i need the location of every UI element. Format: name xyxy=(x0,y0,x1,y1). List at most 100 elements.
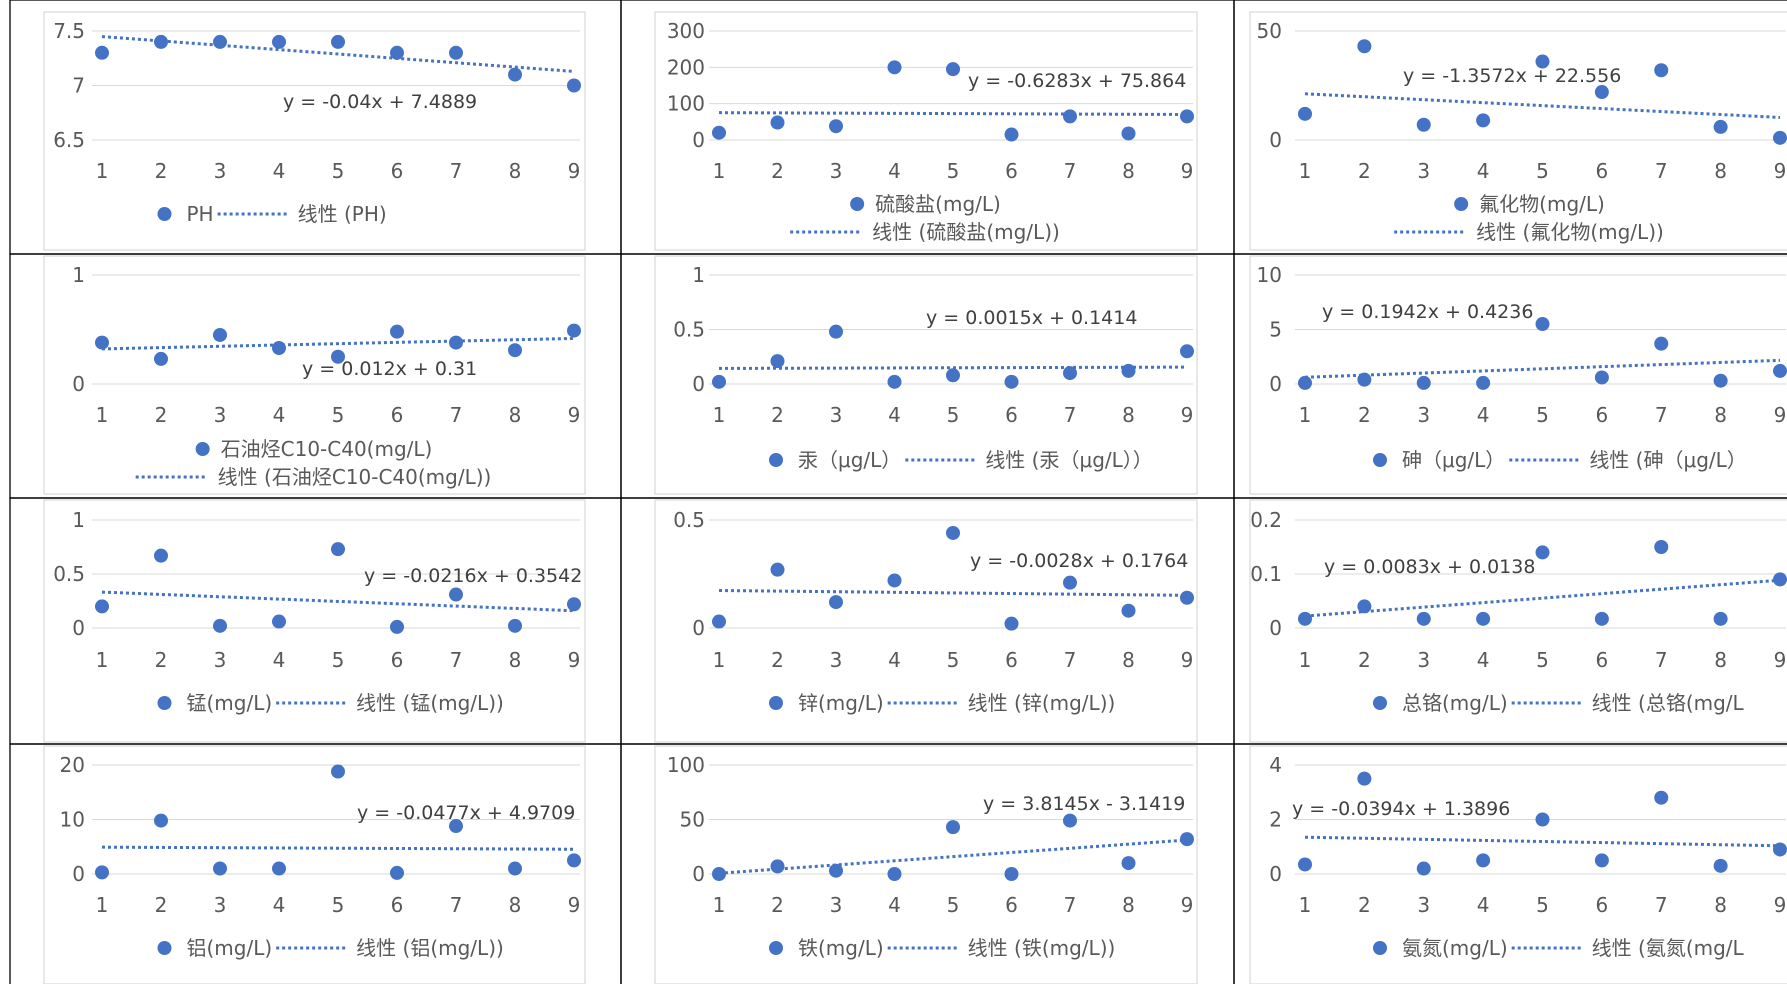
y-tick-label: 100 xyxy=(667,92,705,116)
x-tick-label: 1 xyxy=(713,648,726,672)
x-tick-label: 1 xyxy=(96,403,109,427)
x-tick-label: 3 xyxy=(830,648,843,672)
chart-5: 0 0.5 1 1 2 3 4 5 6 7 8 9 y = 0.0015x + 0.1414 汞（μg/L… xyxy=(654,255,1198,495)
data-point xyxy=(449,335,463,350)
x-tick-label: 8 xyxy=(509,893,522,917)
legend-trend-label: 线性 (PH) xyxy=(298,202,387,226)
legend-series-label: 砷（μg/L） xyxy=(1402,448,1505,472)
legend-marker-icon xyxy=(157,941,172,955)
x-tick-label: 9 xyxy=(1181,403,1194,427)
data-point xyxy=(331,542,345,557)
x-tick-label: 4 xyxy=(888,893,901,917)
x-tick-label: 6 xyxy=(1005,648,1018,672)
chart-6: 0 5 10 1 2 3 4 5 6 7 8 9 y = 0.1942x + 0.4236 砷（μg/L）… xyxy=(1249,255,1787,495)
x-tick-label: 6 xyxy=(391,403,404,427)
data-point xyxy=(887,60,902,75)
x-tick-label: 8 xyxy=(1714,403,1727,427)
x-tick-label: 3 xyxy=(1417,159,1430,183)
x-tick-label: 9 xyxy=(1774,403,1787,427)
data-point xyxy=(508,618,522,633)
data-point xyxy=(1654,790,1669,805)
data-point xyxy=(712,374,726,389)
x-tick-label: 9 xyxy=(568,648,581,672)
y-tick-label: 0.5 xyxy=(673,508,705,532)
legend-series-label: PH xyxy=(187,202,214,226)
data-point xyxy=(1476,611,1491,626)
trendline-equation: y = 0.012x + 0.31 xyxy=(302,358,477,380)
legend-series-label: 石油烃C10-C40(mg/L) xyxy=(221,437,433,461)
x-tick-label: 6 xyxy=(1596,159,1609,183)
trendline xyxy=(718,838,1188,875)
x-tick-label: 6 xyxy=(391,648,404,672)
x-tick-label: 3 xyxy=(214,893,227,917)
data-point xyxy=(95,599,109,614)
y-tick-label: 2 xyxy=(1269,808,1282,832)
chart-10: 0 10 20 1 2 3 4 5 6 7 8 9 y = -0.0477x + 4.9709 铝(mg/… xyxy=(43,745,586,984)
y-tick-label: 0 xyxy=(72,372,85,396)
data-point xyxy=(331,34,345,49)
x-tick-label: 9 xyxy=(1181,893,1194,917)
x-tick-label: 1 xyxy=(713,893,726,917)
data-point xyxy=(1535,812,1550,827)
trendline xyxy=(101,336,575,351)
data-point xyxy=(1004,127,1019,142)
data-point xyxy=(154,813,168,828)
trendline-equation: y = 0.1942x + 0.4236 xyxy=(1322,301,1533,323)
x-tick-label: 8 xyxy=(1122,403,1135,427)
data-point xyxy=(1416,611,1431,626)
x-tick-label: 8 xyxy=(1714,893,1727,917)
data-point xyxy=(770,354,785,369)
data-point xyxy=(1594,85,1609,100)
x-tick-label: 7 xyxy=(1064,648,1077,672)
chart-2: 0 100 200 300 1 2 3 4 5 6 7 8 9 y = -0.6283x + 75.864… xyxy=(654,11,1198,251)
legend-marker-icon xyxy=(1373,453,1387,467)
x-tick-label: 5 xyxy=(1536,403,1549,427)
data-point xyxy=(1121,856,1136,871)
legend-marker-icon xyxy=(1373,941,1387,955)
data-point xyxy=(154,34,168,49)
x-tick-label: 7 xyxy=(1064,403,1077,427)
x-tick-label: 1 xyxy=(1299,159,1312,183)
data-point xyxy=(1476,853,1491,868)
x-tick-label: 1 xyxy=(1299,403,1312,427)
data-point xyxy=(272,341,286,356)
legend-trend-label: 线性 (汞（μg/L）） xyxy=(985,448,1152,472)
y-tick-label: 50 xyxy=(680,808,705,832)
x-tick-label: 9 xyxy=(1774,159,1787,183)
trendline xyxy=(1304,358,1781,379)
trendline-equation: y = 0.0015x + 0.1414 xyxy=(926,307,1137,329)
x-tick-label: 7 xyxy=(450,403,463,427)
data-point xyxy=(1713,611,1728,626)
data-point xyxy=(272,34,286,49)
y-tick-label: 6.5 xyxy=(53,128,85,152)
data-point xyxy=(1594,853,1609,868)
data-point xyxy=(887,374,902,389)
legend-trend-label: 线性 (锌(mg/L)) xyxy=(968,691,1116,715)
legend-marker-icon xyxy=(769,453,783,467)
chart-area xyxy=(1249,255,1787,495)
data-point xyxy=(1535,317,1550,332)
data-point xyxy=(1004,374,1019,389)
legend-series-label: 锌(mg/L) xyxy=(798,691,884,715)
data-point xyxy=(1004,616,1019,631)
data-point xyxy=(712,614,726,629)
table-cell xyxy=(1233,743,1787,984)
x-tick-label: 2 xyxy=(771,159,784,183)
data-point xyxy=(946,368,960,383)
data-point xyxy=(1713,373,1728,388)
data-point xyxy=(1357,599,1372,614)
data-point xyxy=(567,323,581,338)
x-tick-label: 9 xyxy=(568,893,581,917)
trendline-equation: y = -0.0477x + 4.9709 xyxy=(357,802,575,824)
data-point xyxy=(213,327,227,342)
x-tick-label: 7 xyxy=(450,893,463,917)
x-tick-label: 6 xyxy=(1005,403,1018,427)
data-point xyxy=(946,820,960,835)
data-point xyxy=(946,525,960,540)
y-tick-label: 1 xyxy=(692,263,705,287)
data-point xyxy=(1416,117,1431,132)
x-tick-label: 6 xyxy=(391,893,404,917)
data-point xyxy=(508,343,522,358)
x-tick-label: 8 xyxy=(509,403,522,427)
y-tick-label: 1 xyxy=(72,508,85,532)
